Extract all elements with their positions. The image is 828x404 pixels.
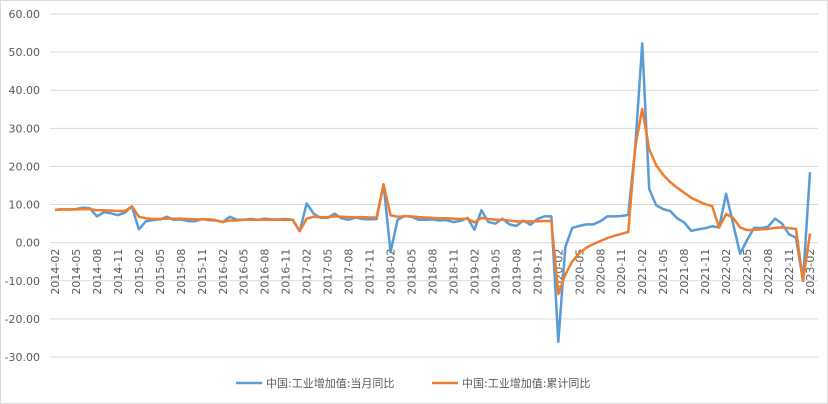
y-tick-label: 60.00 (9, 8, 41, 21)
x-tick-label: 2018-05 (406, 249, 419, 295)
y-tick-label: 0.00 (16, 237, 41, 250)
x-tick-label: 2022-08 (762, 249, 775, 295)
y-tick-label: 40.00 (9, 84, 41, 97)
x-tick-label: 2015-05 (154, 249, 167, 295)
y-tick-label: 50.00 (9, 46, 41, 59)
x-tick-label: 2016-02 (217, 249, 230, 295)
x-tick-label: 2019-05 (489, 249, 502, 295)
x-tick-label: 2014-02 (49, 249, 62, 295)
y-tick-label: -30.00 (5, 351, 40, 364)
legend-label: 中国:工业增加值:累计同比 (462, 376, 590, 390)
x-tick-label: 2017-11 (364, 249, 377, 295)
x-tick-label: 2016-05 (238, 249, 251, 295)
x-tick-label: 2016-08 (259, 249, 272, 295)
x-tick-label: 2019-11 (531, 249, 544, 295)
x-tick-label: 2022-02 (720, 249, 733, 295)
x-tick-label: 2018-02 (385, 249, 398, 295)
x-tick-label: 2019-02 (468, 249, 481, 295)
x-tick-label: 2020-11 (615, 249, 628, 295)
x-tick-label: 2015-08 (175, 249, 188, 295)
series-line (54, 107, 812, 296)
x-tick-label: 2017-02 (301, 249, 314, 295)
x-tick-label: 2016-11 (280, 249, 293, 295)
x-tick-label: 2021-02 (636, 249, 649, 295)
x-tick-label: 2014-11 (112, 249, 125, 295)
y-tick-label: 30.00 (9, 122, 41, 135)
x-tick-label: 2014-08 (91, 249, 104, 295)
x-tick-label: 2015-11 (196, 249, 209, 295)
y-tick-label: -20.00 (5, 313, 40, 326)
x-tick-label: 2022-05 (741, 249, 754, 295)
y-tick-label: 20.00 (9, 160, 41, 173)
x-tick-label: 2017-08 (343, 249, 356, 295)
x-tick-label: 2019-08 (510, 249, 523, 295)
x-tick-label: 2018-11 (447, 249, 460, 295)
legend-label: 中国:工业增加值:当月同比 (266, 376, 394, 390)
x-tick-label: 2022-11 (783, 249, 796, 295)
x-tick-label: 2014-05 (70, 249, 83, 295)
y-tick-label: 10.00 (9, 199, 41, 212)
x-tick-label: 2017-05 (322, 249, 335, 295)
x-tick-label: 2020-05 (573, 249, 586, 295)
x-tick-label: 2021-05 (657, 249, 670, 295)
y-tick-label: -10.00 (5, 275, 40, 288)
x-tick-label: 2021-08 (678, 249, 691, 295)
x-tick-label: 2021-11 (699, 249, 712, 295)
x-tick-label: 2020-08 (594, 249, 607, 295)
x-tick-label: 2018-08 (427, 249, 440, 295)
x-tick-label: 2015-02 (133, 249, 146, 295)
